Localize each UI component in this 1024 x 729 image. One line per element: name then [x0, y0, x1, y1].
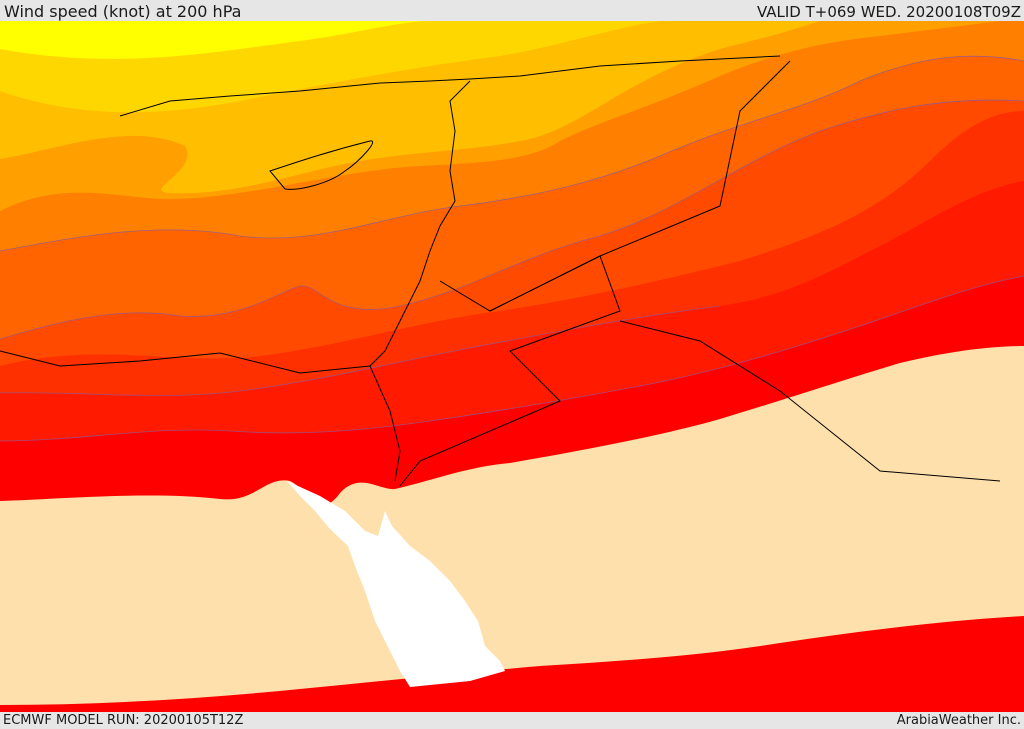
iraq-border — [619, 320, 1001, 482]
red-sea — [287, 481, 505, 687]
footer-bar: ECMWF MODEL RUN: 20200105T12Z ArabiaWeat… — [0, 712, 1024, 729]
levant-coast — [369, 80, 471, 367]
wind-speed-map — [0, 21, 1024, 712]
turkey-coast — [119, 55, 781, 117]
sinai-border — [369, 365, 401, 482]
model-run: ECMWF MODEL RUN: 20200105T12Z — [3, 713, 244, 728]
isotachs — [0, 55, 1024, 442]
header-bar: Wind speed (knot) at 200 hPa VALID T+069… — [0, 0, 1024, 21]
med-south-coast — [0, 350, 371, 374]
borders — [0, 55, 1001, 487]
cyprus — [269, 140, 373, 190]
valid-time: VALID T+069 WED. 20200108T09Z — [756, 3, 1021, 21]
credit: ArabiaWeather Inc. — [896, 713, 1021, 728]
calm-region — [0, 346, 1024, 705]
euphrates-border — [489, 60, 791, 312]
map-title: Wind speed (knot) at 200 hPa — [4, 2, 242, 21]
